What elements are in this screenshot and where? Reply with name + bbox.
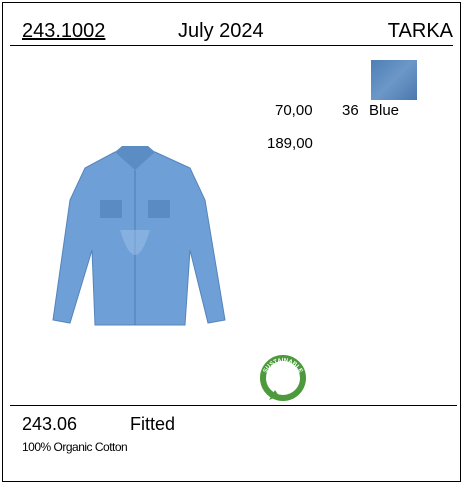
- price: 189,00: [267, 135, 313, 152]
- article-code: 243.1002: [22, 20, 105, 43]
- product-card: 243.1002 July 2024 TARKA 70,00 36 Blue 1…: [0, 0, 463, 484]
- color-name: Blue: [369, 102, 399, 119]
- season: July 2024: [178, 20, 264, 43]
- sustainable-badge: SUSTAINABLE: [255, 352, 311, 404]
- brand: TARKA: [388, 20, 453, 43]
- fabric-code: 243.06: [22, 414, 77, 435]
- color-swatch: [371, 60, 417, 100]
- footer-rule: [10, 405, 457, 406]
- header-rule: [10, 45, 453, 46]
- fit: Fitted: [130, 414, 175, 435]
- price: 70,00: [275, 102, 313, 119]
- composition: 100% Organic Cotton: [22, 440, 127, 454]
- color-code: 36: [342, 102, 359, 119]
- product-image: [40, 140, 240, 340]
